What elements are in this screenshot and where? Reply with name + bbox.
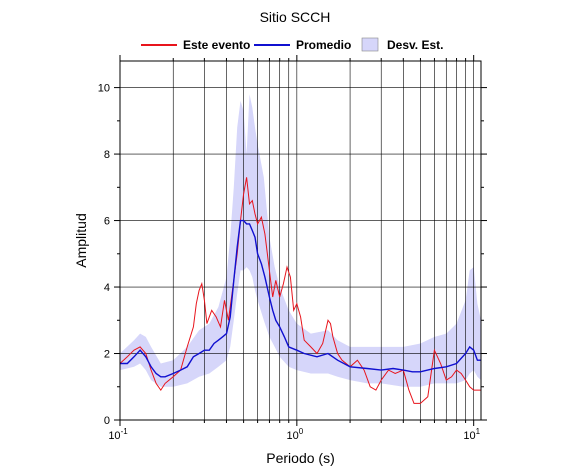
x-axis-label: Periodo (s) (266, 450, 334, 466)
x-tick-label: 101 (463, 427, 480, 442)
series-layer (119, 177, 481, 404)
std-dev-band (120, 94, 481, 387)
x-tick-label: 10-1 (108, 427, 128, 442)
series-line-este-evento (119, 177, 481, 404)
y-axis-label: Amplitud (73, 213, 89, 267)
x-tick-exponent: -1 (121, 427, 129, 436)
legend-label: Promedio (296, 38, 351, 52)
series-line-promedio (120, 219, 481, 378)
legend-swatch-band (361, 37, 379, 52)
legend: Este evento Promedio Desv. Est. (141, 37, 443, 52)
y-tick-label: 2 (104, 349, 110, 361)
plot-frame (119, 60, 482, 421)
x-tick-exponent: 1 (476, 427, 481, 436)
std-dev-band-layer (120, 94, 481, 387)
y-tick-label: 0 (104, 415, 110, 427)
chart-title: Sitio SCCH (260, 9, 331, 25)
x-tick-exponent: 0 (299, 427, 304, 436)
y-tick-label: 8 (104, 149, 110, 161)
y-tick-label: 6 (104, 216, 110, 228)
legend-label: Desv. Est. (387, 38, 443, 52)
y-tick-label: 10 (98, 83, 110, 95)
x-tick-label: 100 (286, 427, 303, 442)
y-tick-label: 4 (104, 282, 110, 294)
legend-label: Este evento (183, 38, 250, 52)
